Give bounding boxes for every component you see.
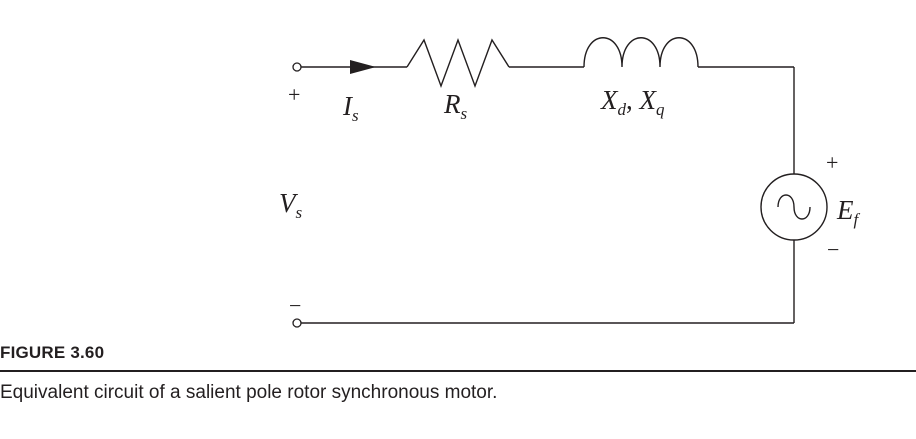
reactance-label: Xd, Xq xyxy=(600,85,665,119)
terminal-minus: − xyxy=(289,293,301,318)
emf-label: Ef xyxy=(836,195,861,229)
figure-caption: Equivalent circuit of a salient pole rot… xyxy=(0,382,498,403)
source-minus: − xyxy=(827,237,839,262)
sine-symbol xyxy=(777,194,811,220)
voltage-label: Vs xyxy=(279,188,303,222)
terminal-plus: + xyxy=(288,82,300,107)
inductor-xd-xq xyxy=(583,37,699,68)
current-arrow xyxy=(350,60,376,74)
figure-divider xyxy=(0,370,916,372)
top-terminal xyxy=(292,62,302,72)
resistor-rs xyxy=(406,37,510,89)
resistance-label: Rs xyxy=(443,89,468,123)
source-plus: + xyxy=(826,150,838,175)
figure-label: FIGURE 3.60 xyxy=(0,343,105,362)
bottom-terminal xyxy=(292,318,302,328)
current-label: Is xyxy=(342,91,359,125)
circuit-diagram: + − Is Rs Xd, Xq Vs Ef + − xyxy=(279,37,861,328)
